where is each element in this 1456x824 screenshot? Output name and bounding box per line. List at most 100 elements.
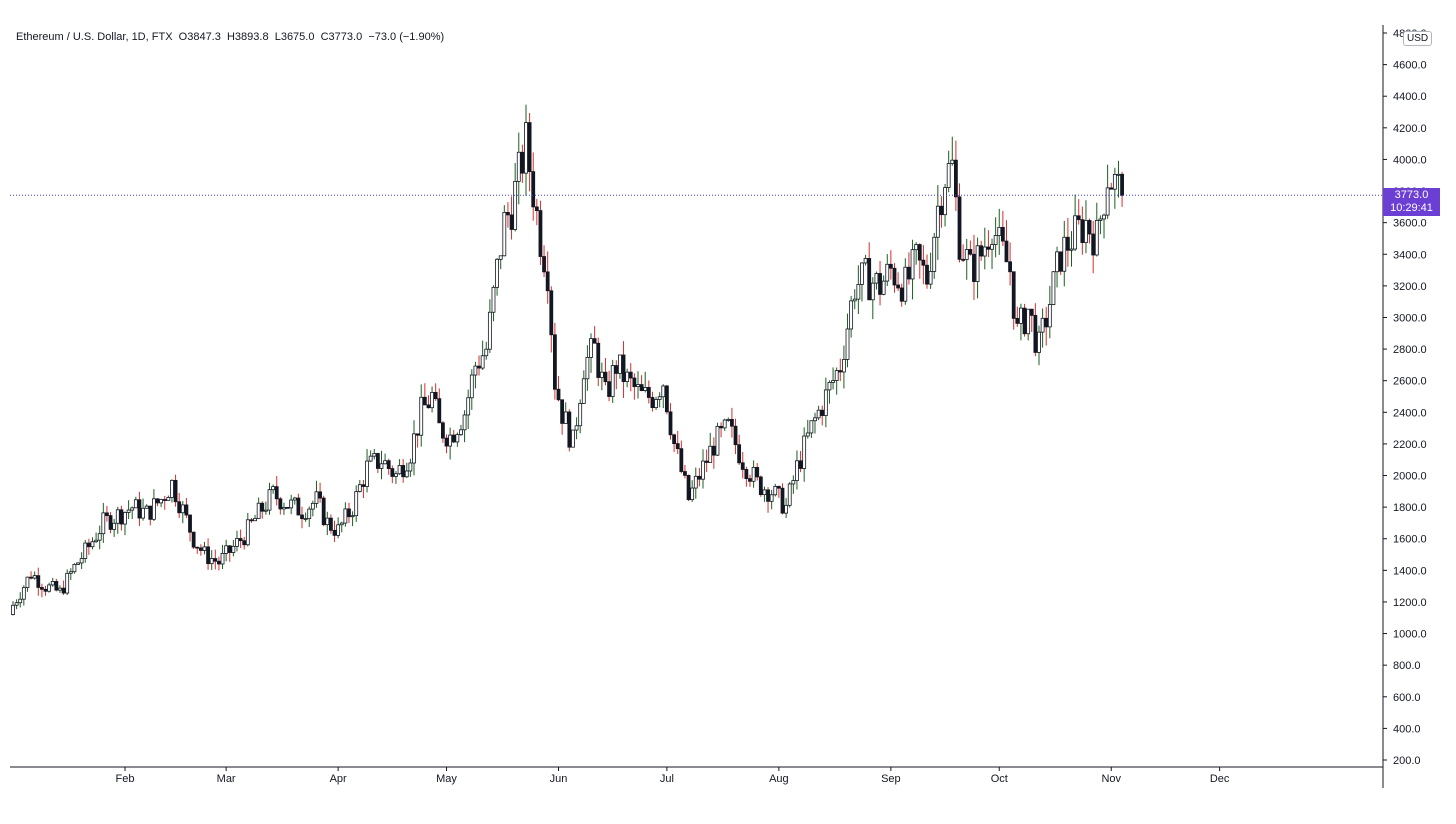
- candle-body: [65, 572, 70, 594]
- candle-body: [448, 434, 453, 447]
- candle-body: [390, 468, 395, 477]
- candle-body: [58, 587, 62, 591]
- candle-body: [928, 271, 933, 285]
- candle-body: [863, 258, 868, 264]
- candle-body: [133, 499, 138, 509]
- candle-body: [506, 212, 510, 216]
- candle-body: [72, 564, 77, 573]
- candle-body: [957, 196, 962, 260]
- candle-body: [1080, 219, 1085, 243]
- candle-body: [773, 486, 778, 496]
- price-tick-label: 1200.0: [1393, 597, 1427, 609]
- candle-body: [730, 418, 734, 427]
- candle-body: [336, 524, 341, 536]
- candle-body: [61, 587, 66, 594]
- time-tick-label: May: [436, 773, 457, 785]
- candle-body: [1076, 215, 1081, 221]
- candle-body: [1047, 304, 1052, 328]
- candle-body: [86, 542, 91, 548]
- candle-body: [350, 515, 355, 518]
- candle-body: [21, 587, 26, 600]
- candle-body: [860, 262, 864, 285]
- price-tick-label: 2000.0: [1393, 471, 1427, 483]
- candle-body: [419, 396, 424, 436]
- candle-body: [159, 499, 164, 504]
- candle-body: [888, 263, 893, 269]
- candle-body: [701, 460, 705, 480]
- currency-button[interactable]: USD: [1403, 31, 1433, 46]
- candle-body: [224, 545, 229, 554]
- candle-body: [238, 538, 243, 542]
- candle-body: [292, 497, 297, 501]
- candle-body: [54, 581, 59, 591]
- candle-body: [769, 494, 774, 502]
- candle-body: [184, 504, 189, 516]
- candle-body: [1091, 233, 1096, 256]
- candle-body: [585, 357, 590, 380]
- price-tick-label: 2800.0: [1393, 344, 1427, 356]
- price-tick-label: 1600.0: [1393, 534, 1427, 546]
- candle-body: [795, 460, 799, 481]
- candle-body: [68, 571, 73, 574]
- candle-body: [300, 514, 304, 520]
- candle-body: [831, 380, 835, 383]
- candle-body: [1073, 215, 1078, 250]
- candle-body: [755, 467, 760, 478]
- price-tick-label: 4000.0: [1393, 154, 1427, 166]
- candle-body: [112, 522, 117, 530]
- candle-body: [97, 533, 102, 541]
- candle-body: [260, 502, 265, 512]
- candle-body: [177, 501, 182, 514]
- candle-body: [466, 397, 471, 416]
- price-tick-label: 4600.0: [1393, 60, 1427, 72]
- candle-body: [484, 348, 489, 357]
- candle-body: [737, 444, 742, 464]
- candle-body: [441, 422, 445, 439]
- candle-body: [166, 497, 171, 501]
- candle-body: [856, 284, 861, 300]
- candle-body: [542, 256, 546, 273]
- candle-body: [318, 491, 322, 499]
- candle-body: [675, 443, 680, 450]
- candle-body: [191, 531, 196, 548]
- candle-body: [791, 480, 796, 485]
- candle-body: [36, 575, 41, 588]
- candle-body: [809, 420, 814, 434]
- candle-body: [1120, 173, 1124, 196]
- candle-body: [242, 540, 247, 546]
- candle-body: [47, 584, 52, 592]
- candle-body: [520, 151, 525, 174]
- candle-body: [357, 484, 362, 492]
- candle-body: [1037, 331, 1041, 353]
- candle-body: [683, 471, 687, 476]
- candle-body: [1004, 240, 1009, 263]
- candle-body: [115, 509, 120, 524]
- candle-body: [339, 522, 344, 526]
- candle-body: [784, 504, 789, 514]
- candle-body: [661, 385, 666, 398]
- candle-body: [491, 286, 496, 313]
- candle-body: [1008, 261, 1012, 273]
- candle-body: [397, 465, 402, 475]
- candle-body: [636, 384, 640, 388]
- candle-body: [921, 259, 926, 266]
- candle-body: [946, 163, 951, 188]
- candle-body: [170, 479, 174, 498]
- candle-body: [455, 434, 460, 443]
- candle-body: [209, 558, 214, 565]
- candle-body: [249, 519, 254, 522]
- candle-body: [545, 271, 550, 292]
- candle-body: [32, 575, 37, 579]
- candle-body: [838, 370, 843, 373]
- candle-body: [578, 403, 583, 427]
- candle-body: [776, 486, 781, 489]
- candle-body: [469, 374, 474, 399]
- candle-body: [1040, 317, 1045, 333]
- candle-body: [408, 462, 413, 472]
- price-tick-label: 400.0: [1393, 723, 1421, 735]
- candle-body: [383, 460, 388, 465]
- candle-body: [766, 489, 770, 502]
- candle-body: [787, 483, 792, 506]
- candle-body: [180, 504, 185, 514]
